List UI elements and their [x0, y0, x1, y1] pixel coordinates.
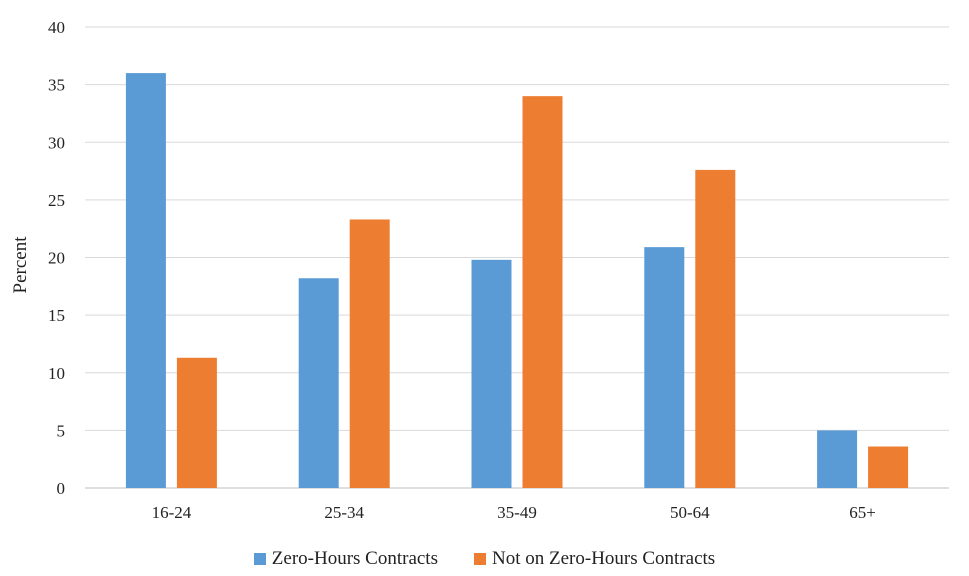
legend-label-not-zero-hours: Not on Zero-Hours Contracts — [492, 548, 716, 569]
bar-25-34-zero-hours — [298, 278, 339, 488]
bar-35-49-not-zero-hours — [522, 96, 563, 489]
y-tick-label: 35 — [48, 76, 65, 95]
legend-item-zero-hours: Zero-Hours Contracts — [253, 548, 438, 570]
x-tick-label: 16-24 — [152, 503, 192, 522]
x-tick-label: 35-49 — [497, 503, 537, 522]
y-axis-title: Percent — [10, 236, 31, 294]
bar-35-49-zero-hours — [471, 259, 512, 488]
bar-16-24-not-zero-hours — [176, 357, 217, 488]
x-tick-label: 25-34 — [324, 503, 364, 522]
bar-chart: 0 5 10 15 20 25 30 35 40 16-24 25-34 35-49 50-64 65+… — [10, 18, 949, 522]
y-tick-label: 10 — [48, 364, 65, 383]
legend: Zero-Hours Contracts Not on Zero-Hours C… — [0, 548, 969, 570]
y-tick-label: 30 — [48, 133, 65, 152]
y-tick-label: 20 — [48, 249, 65, 268]
y-axis-ticks: 0 5 10 15 20 25 30 35 40 — [48, 18, 65, 498]
legend-swatch-zero-hours — [253, 553, 266, 565]
bar-50-64-not-zero-hours — [695, 169, 736, 488]
bar-50-64-zero-hours — [644, 247, 685, 488]
legend-swatch-not-zero-hours — [474, 553, 486, 565]
y-tick-label: 15 — [48, 306, 65, 325]
gridlines — [85, 26, 949, 489]
legend-item-not-zero-hours: Not on Zero-Hours Contracts — [474, 548, 715, 570]
x-axis-ticks: 16-24 25-34 35-49 50-64 65+ — [152, 503, 876, 522]
bar-65+-zero-hours — [817, 430, 858, 488]
bar-65+-not-zero-hours — [868, 446, 909, 488]
bar-16-24-zero-hours — [125, 73, 166, 488]
x-tick-label: 65+ — [849, 503, 876, 522]
legend-label-zero-hours: Zero-Hours Contracts — [271, 548, 438, 569]
bar-25-34-not-zero-hours — [349, 219, 390, 488]
y-tick-label: 5 — [57, 421, 66, 440]
y-tick-label: 25 — [48, 191, 65, 210]
y-tick-label: 0 — [57, 479, 66, 498]
bars — [125, 73, 909, 489]
x-tick-label: 50-64 — [670, 503, 710, 522]
y-tick-label: 40 — [48, 18, 65, 37]
